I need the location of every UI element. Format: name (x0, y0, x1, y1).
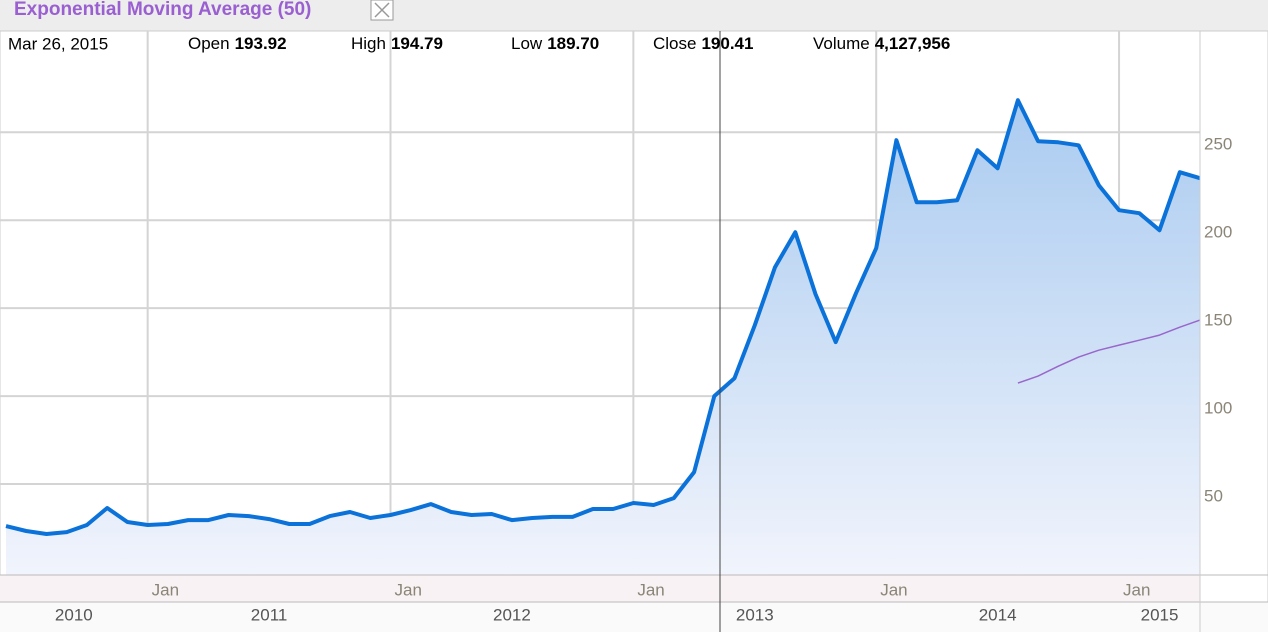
x-tick-label: Jan (637, 580, 664, 599)
year-label: 2013 (736, 605, 774, 624)
indicator-bar (0, 0, 1268, 31)
info-field: Low 189.70 (511, 34, 599, 53)
y-tick-label: 200 (1204, 223, 1232, 242)
remove-indicator[interactable] (370, 0, 394, 21)
x-tick-label: Jan (880, 580, 907, 599)
series-line (1017, 319, 1201, 384)
year-band (0, 602, 1268, 632)
info-value: 190.41 (701, 34, 753, 53)
info-date: Mar 26, 2015 (8, 34, 108, 53)
y-tick-label: 100 (1204, 399, 1232, 418)
info-value: 194.79 (391, 34, 443, 53)
series-line (5, 98, 1201, 536)
info-label: Close (653, 34, 696, 53)
info-label: Volume (813, 34, 870, 53)
year-label: 2015 (1141, 605, 1179, 624)
x-tick-label: Jan (152, 580, 179, 599)
y-tick-label: 150 (1204, 311, 1232, 330)
year-label: 2014 (979, 605, 1017, 624)
info-label: High (351, 34, 386, 53)
indicator-name: Exponential Moving Average (50) (14, 0, 311, 20)
y-tick-label: 50 (1204, 487, 1223, 506)
y-tick-label: 250 (1204, 135, 1232, 154)
month-band (0, 575, 1200, 602)
info-label: Low (511, 34, 543, 53)
info-field: Volume 4,127,956 (813, 34, 950, 53)
year-label: 2011 (251, 605, 288, 624)
year-label: 2012 (493, 605, 531, 624)
area (6, 100, 1200, 575)
info-value: 193.92 (235, 34, 287, 53)
x-tick-label: Jan (1123, 580, 1150, 599)
info-field: Close 190.41 (653, 34, 753, 53)
info-field: Open 193.92 (188, 34, 287, 53)
info-value: 4,127,956 (875, 34, 951, 53)
info-label: Open (188, 34, 230, 53)
info-field: High 194.79 (351, 34, 443, 53)
info-value: 189.70 (547, 34, 599, 53)
x-tick-label: Jan (395, 580, 422, 599)
year-label: 2010 (55, 605, 93, 624)
